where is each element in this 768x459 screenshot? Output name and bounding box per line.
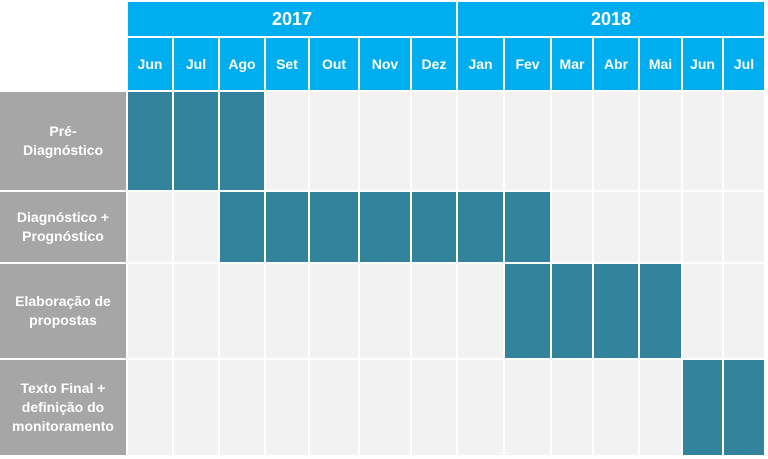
grid-cell — [552, 360, 592, 455]
task-label: Elaboração de propostas — [0, 264, 126, 358]
grid-cell — [458, 92, 503, 190]
month-header: Out — [310, 38, 358, 90]
month-header: Ago — [220, 38, 264, 90]
grid-cell — [683, 264, 722, 358]
month-header: Fev — [505, 38, 550, 90]
month-header: Jul — [174, 38, 218, 90]
month-header: Jan — [458, 38, 503, 90]
grid-cell — [640, 360, 681, 455]
grid-cell — [505, 92, 550, 190]
year-header-2018: 2018 — [458, 2, 764, 36]
grid-cell — [128, 264, 172, 358]
task-label: Pré- Diagnóstico — [0, 92, 126, 190]
month-header: Set — [266, 38, 308, 90]
grid-cell — [174, 192, 218, 262]
task-bar-segment — [458, 192, 503, 262]
grid-cell — [458, 360, 503, 455]
month-header: Abr — [594, 38, 638, 90]
task-bar-segment — [505, 264, 550, 358]
grid-cell — [412, 360, 456, 455]
month-header: Jun — [683, 38, 722, 90]
grid-cell — [458, 264, 503, 358]
task-bar-segment — [266, 192, 308, 262]
grid-cell — [724, 264, 764, 358]
task-bar-segment — [505, 192, 550, 262]
grid-cell — [640, 192, 681, 262]
task-bar-segment — [552, 264, 592, 358]
task-bar-segment — [128, 92, 172, 190]
month-header: Mar — [552, 38, 592, 90]
grid-cell — [552, 192, 592, 262]
task-label: Diagnóstico + Prognóstico — [0, 192, 126, 262]
grid-cell — [266, 264, 308, 358]
task-bar-segment — [683, 360, 722, 455]
month-header: Mai — [640, 38, 681, 90]
grid-cell — [594, 92, 638, 190]
grid-cell — [683, 92, 722, 190]
task-bar-segment — [174, 92, 218, 190]
grid-cell — [360, 264, 410, 358]
month-header: Jul — [724, 38, 764, 90]
grid-cell — [266, 360, 308, 455]
grid-cell — [174, 264, 218, 358]
task-bar-segment — [360, 192, 410, 262]
task-bar-segment — [412, 192, 456, 262]
grid-cell — [724, 192, 764, 262]
grid-cell — [310, 360, 358, 455]
grid-cell — [310, 92, 358, 190]
grid-cell — [220, 360, 264, 455]
grid-cell — [412, 92, 456, 190]
grid-cell — [360, 92, 410, 190]
grid-cell — [266, 92, 308, 190]
year-header-2017: 2017 — [128, 2, 456, 36]
task-bar-segment — [724, 360, 764, 455]
task-bar-segment — [594, 264, 638, 358]
grid-cell — [128, 192, 172, 262]
month-header: Jun — [128, 38, 172, 90]
task-label: Texto Final + definição do monitoramento — [0, 360, 126, 455]
grid-cell — [128, 360, 172, 455]
grid-cell — [552, 92, 592, 190]
grid-cell — [594, 192, 638, 262]
grid-cell — [640, 92, 681, 190]
task-bar-segment — [220, 92, 264, 190]
grid-cell — [310, 264, 358, 358]
grid-cell — [724, 92, 764, 190]
grid-cell — [360, 360, 410, 455]
grid-cell — [412, 264, 456, 358]
month-header: Nov — [360, 38, 410, 90]
grid-cell — [220, 264, 264, 358]
grid-cell — [174, 360, 218, 455]
task-bar-segment — [640, 264, 681, 358]
grid-cell — [594, 360, 638, 455]
task-bar-segment — [310, 192, 358, 262]
grid-cell — [683, 192, 722, 262]
month-header: Dez — [412, 38, 456, 90]
task-bar-segment — [220, 192, 264, 262]
grid-cell — [505, 360, 550, 455]
